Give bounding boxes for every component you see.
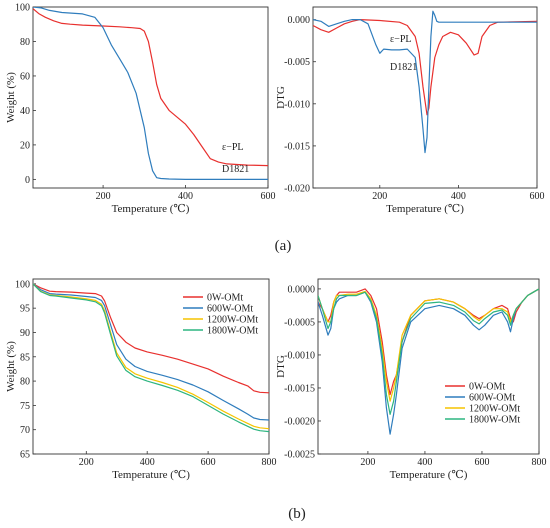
- y-tick-label: 0: [25, 175, 30, 186]
- y-axis-label: DTG: [275, 355, 287, 378]
- x-tick-label: 600: [530, 191, 545, 202]
- x-tick-label: 200: [372, 191, 387, 202]
- y-tick-label: 0.0000: [288, 284, 316, 295]
- chart-b-tga: 200 400 600 800 65 70 75 80 85 90 95 100 Temperature…: [5, 278, 277, 481]
- x-tick-label: 600: [474, 457, 489, 468]
- x-axis-label: Temperature (℃): [386, 203, 464, 215]
- series-annotation: ε−PL: [390, 34, 412, 45]
- x-axis-label: Temperature (℃): [112, 469, 190, 481]
- y-tick-label: 100: [15, 279, 30, 290]
- y-tick-label: 90: [20, 328, 30, 339]
- y-tick-label: -0.0010: [284, 350, 315, 361]
- legend-label: 600W-OMt: [469, 393, 515, 404]
- series-line-4: [318, 288, 539, 415]
- x-tick-label: 400: [178, 191, 193, 202]
- panel-label-b: (b): [288, 506, 306, 522]
- x-tick-label: 400: [417, 457, 432, 468]
- x-tick-label: 200: [96, 191, 111, 202]
- y-tick-label: 100: [15, 3, 30, 14]
- x-axis-label: Temperature (℃): [390, 469, 468, 481]
- x-tick-label: 800: [532, 457, 547, 468]
- plot-frame: [312, 6, 538, 189]
- series-line-4: [33, 283, 269, 433]
- legend-label: 0W-OMt: [207, 293, 243, 304]
- y-tick-label: 80: [20, 37, 30, 48]
- series-line-2: [313, 10, 537, 154]
- y-axis-label: Weight (%): [5, 341, 17, 392]
- y-tick-label: -0.020: [284, 184, 310, 195]
- chart-b-dtg: 200 400 600 800 0.0000 -0.0005 -0.0010 -0.0015 -…: [275, 278, 547, 481]
- x-tick-label: 600: [261, 191, 276, 202]
- legend-label: 600W-OMt: [207, 304, 253, 315]
- y-tick-label: -0.010: [284, 99, 310, 110]
- y-axis-label: Weight (%): [5, 72, 17, 123]
- chart-a-tga: 200 400 600 0 20 40 60 80 100 Temperature (℃) Weig…: [5, 3, 276, 216]
- series-annotation: D1821: [222, 164, 249, 175]
- plot-frame: [32, 6, 269, 189]
- series-line-1: [33, 8, 268, 167]
- y-tick-label: -0.005: [284, 57, 310, 68]
- y-tick-label: 60: [20, 71, 30, 82]
- x-axis-label: Temperature (℃): [112, 203, 190, 215]
- series-line-1: [313, 19, 537, 116]
- x-tick-label: 800: [262, 457, 277, 468]
- y-tick-label: -0.0015: [284, 383, 315, 394]
- plot-frame: [32, 278, 270, 455]
- series-line-3: [318, 288, 539, 402]
- y-tick-label: 85: [20, 352, 30, 363]
- series-annotation: ε−PL: [222, 142, 244, 153]
- y-tick-label: 75: [20, 401, 30, 412]
- x-tick-label: 200: [79, 457, 94, 468]
- series-line-1: [33, 283, 269, 394]
- y-tick-label: 65: [20, 450, 30, 461]
- legend-label: 1200W-OMt: [469, 404, 520, 415]
- y-tick-label: 80: [20, 377, 30, 388]
- y-tick-label: 95: [20, 304, 30, 315]
- x-tick-label: 400: [451, 191, 466, 202]
- x-tick-label: 200: [360, 457, 375, 468]
- y-tick-label: -0.0020: [284, 416, 315, 427]
- legend-label: 0W-OMt: [469, 382, 505, 393]
- y-axis-label: DTG: [275, 86, 287, 109]
- series-line-3: [33, 283, 269, 430]
- chart-a-dtg: 200 400 600 0.000 -0.005 -0.010 -0.015 -0.020 Te…: [275, 6, 545, 215]
- series-line-2: [33, 283, 269, 421]
- y-tick-label: 70: [20, 425, 30, 436]
- legend-label: 1200W-OMt: [207, 315, 258, 326]
- panel-label-a: (a): [275, 238, 292, 254]
- legend-label: 1800W-OMt: [207, 326, 258, 337]
- y-tick-label: -0.015: [284, 141, 310, 152]
- y-tick-label: 20: [20, 140, 30, 151]
- plot-frame: [317, 278, 540, 455]
- x-tick-label: 400: [140, 457, 155, 468]
- x-tick-label: 600: [201, 457, 216, 468]
- y-tick-label: 40: [20, 106, 30, 117]
- legend-label: 1800W-OMt: [469, 415, 520, 426]
- y-tick-label: -0.0025: [284, 450, 315, 461]
- y-tick-label: -0.0005: [284, 317, 315, 328]
- series-line-1: [318, 288, 539, 396]
- series-annotation: D1821: [390, 62, 417, 73]
- series-line-2: [33, 7, 268, 180]
- series-line-2: [318, 288, 539, 435]
- y-tick-label: 0.000: [288, 15, 311, 26]
